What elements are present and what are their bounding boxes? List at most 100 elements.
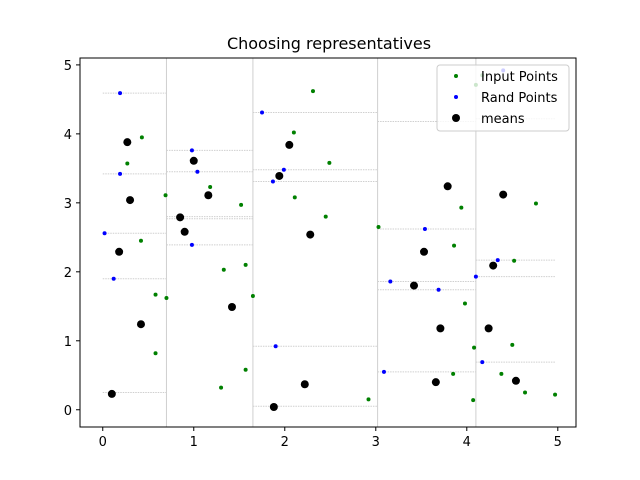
legend-marker-input-points	[454, 74, 458, 78]
point-input-points	[292, 195, 297, 200]
point-input-points	[243, 262, 248, 267]
point-means	[204, 191, 213, 200]
y-tick-label: 0	[64, 404, 72, 419]
point-rand-points	[102, 231, 107, 236]
point-means	[275, 171, 284, 180]
point-means	[227, 302, 236, 311]
point-rand-points	[195, 169, 200, 174]
point-input-points	[243, 367, 248, 372]
point-means	[499, 190, 508, 199]
legend: Input Points Rand Points means	[436, 64, 570, 132]
point-input-points	[310, 89, 315, 94]
legend-label-rand-points: Rand Points	[481, 91, 558, 106]
point-input-points	[523, 390, 528, 395]
point-means	[420, 247, 429, 256]
x-tick-label: 2	[281, 435, 289, 450]
y-tick-label: 3	[64, 197, 72, 212]
point-rand-points	[111, 276, 116, 281]
point-rand-points	[189, 242, 194, 247]
point-means	[176, 213, 185, 222]
point-means	[300, 380, 309, 389]
point-rand-points	[388, 279, 393, 284]
point-means	[126, 196, 135, 205]
legend-marker-means	[452, 114, 460, 122]
point-rand-points	[381, 369, 386, 374]
point-means	[511, 376, 520, 385]
point-input-points	[153, 351, 158, 356]
point-input-points	[452, 243, 457, 248]
point-rand-points	[436, 287, 441, 292]
point-rand-points	[473, 274, 478, 279]
point-input-points	[533, 201, 538, 206]
point-input-points	[327, 160, 332, 165]
point-input-points	[510, 342, 515, 347]
x-tick-label: 0	[99, 435, 107, 450]
point-means	[136, 320, 145, 329]
point-input-points	[462, 301, 467, 306]
point-input-points	[164, 296, 169, 301]
legend-label-input-points: Input Points	[481, 70, 558, 85]
point-means	[443, 182, 452, 191]
point-input-points	[499, 371, 504, 376]
y-tick-label: 2	[64, 266, 72, 281]
point-rand-points	[495, 258, 500, 263]
y-tick-label: 4	[64, 128, 72, 143]
point-input-points	[125, 161, 130, 166]
chart-title: Choosing representatives	[227, 34, 431, 53]
point-input-points	[553, 392, 558, 397]
point-rand-points	[281, 167, 286, 172]
legend-frame	[436, 64, 570, 132]
point-means	[189, 156, 198, 165]
point-input-points	[138, 238, 143, 243]
point-input-points	[219, 385, 224, 390]
point-rand-points	[189, 148, 194, 153]
point-input-points	[153, 292, 158, 297]
point-means	[123, 138, 132, 147]
point-rand-points	[118, 171, 123, 176]
x-tick-label: 1	[190, 435, 198, 450]
point-input-points	[459, 205, 464, 210]
point-means	[285, 140, 294, 149]
point-means	[115, 247, 124, 256]
point-input-points	[366, 397, 371, 402]
point-input-points	[163, 193, 168, 198]
point-rand-points	[260, 110, 265, 115]
point-input-points	[323, 214, 328, 219]
point-input-points	[451, 371, 456, 376]
point-rand-points	[422, 227, 427, 232]
point-rand-points	[270, 179, 275, 184]
point-input-points	[376, 224, 381, 229]
legend-marker-rand-points	[454, 95, 458, 99]
point-input-points	[472, 345, 477, 350]
y-tick-label: 1	[64, 335, 72, 350]
point-means	[431, 378, 440, 387]
point-input-points	[471, 398, 476, 403]
x-tick-label: 3	[372, 435, 380, 450]
legend-label-means: means	[481, 112, 525, 127]
x-tick-label: 5	[554, 435, 562, 450]
data-points	[102, 68, 558, 411]
point-input-points	[250, 293, 255, 298]
point-rand-points	[480, 360, 485, 365]
y-tick-label: 5	[64, 59, 72, 74]
point-input-points	[139, 135, 144, 140]
point-means	[269, 402, 278, 411]
point-rand-points	[118, 91, 123, 96]
point-rand-points	[273, 344, 278, 349]
point-input-points	[208, 184, 213, 189]
point-means	[484, 324, 493, 333]
x-tick-label: 4	[463, 435, 471, 450]
plot-frame	[79, 57, 577, 428]
point-input-points	[291, 130, 296, 135]
point-means	[436, 324, 445, 333]
point-means	[410, 281, 419, 290]
point-input-points	[512, 258, 517, 263]
point-input-points	[221, 267, 226, 272]
axis-ticks: 0 1 2 3 4 5 0 1 2 3 4 5	[64, 59, 562, 450]
point-means	[107, 389, 116, 398]
point-means	[489, 261, 498, 270]
point-means	[180, 227, 189, 236]
point-means	[306, 230, 315, 239]
point-input-points	[239, 202, 244, 207]
